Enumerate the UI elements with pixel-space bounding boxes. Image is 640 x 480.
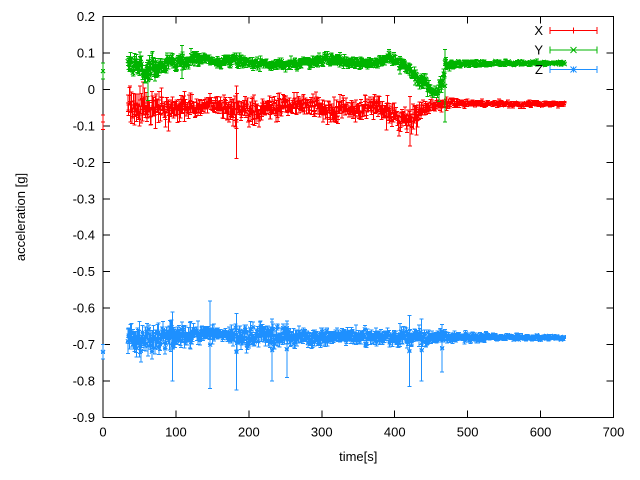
x-tick-label: 600	[530, 425, 552, 440]
legend-sample-z	[549, 66, 598, 73]
series-y-markers	[100, 50, 567, 97]
legend-sample-x	[549, 27, 598, 34]
y-tick-label: -0.9	[73, 410, 95, 425]
y-tick-label: -0.6	[73, 301, 95, 316]
x-axis-title: time[s]	[339, 449, 377, 464]
legend-sample-y	[549, 46, 598, 54]
x-tick-label: 500	[457, 425, 479, 440]
x-tick-label: 700	[603, 425, 625, 440]
y-tick-label: -0.7	[73, 337, 95, 352]
y-tick-label: -0.4	[73, 228, 95, 243]
y-tick-label: -0.5	[73, 264, 95, 279]
x-tick-label: 200	[238, 425, 260, 440]
x-tick-label: 400	[384, 425, 406, 440]
y-tick-label: -0.1	[73, 118, 95, 133]
y-tick-label: 0.2	[77, 9, 95, 24]
series-z-markers	[100, 324, 567, 355]
legend-label-z: Z	[535, 62, 543, 77]
legend-label-y: Y	[534, 43, 543, 58]
y-tick-label: 0.1	[77, 45, 95, 60]
x-tick-label: 300	[311, 425, 333, 440]
y-tick-label: -0.3	[73, 191, 95, 206]
x-tick-label: 0	[99, 425, 106, 440]
y-tick-label: -0.2	[73, 155, 95, 170]
y-axis-title: acceleration [g]	[13, 173, 28, 261]
legend-label-x: X	[534, 23, 543, 38]
series-x-errorbars	[101, 81, 567, 160]
plot-border	[102, 16, 614, 418]
series-x-markers	[101, 93, 567, 131]
y-tick-label: -0.8	[73, 374, 95, 389]
x-tick-label: 100	[165, 425, 187, 440]
y-tick-label: 0	[88, 82, 95, 97]
